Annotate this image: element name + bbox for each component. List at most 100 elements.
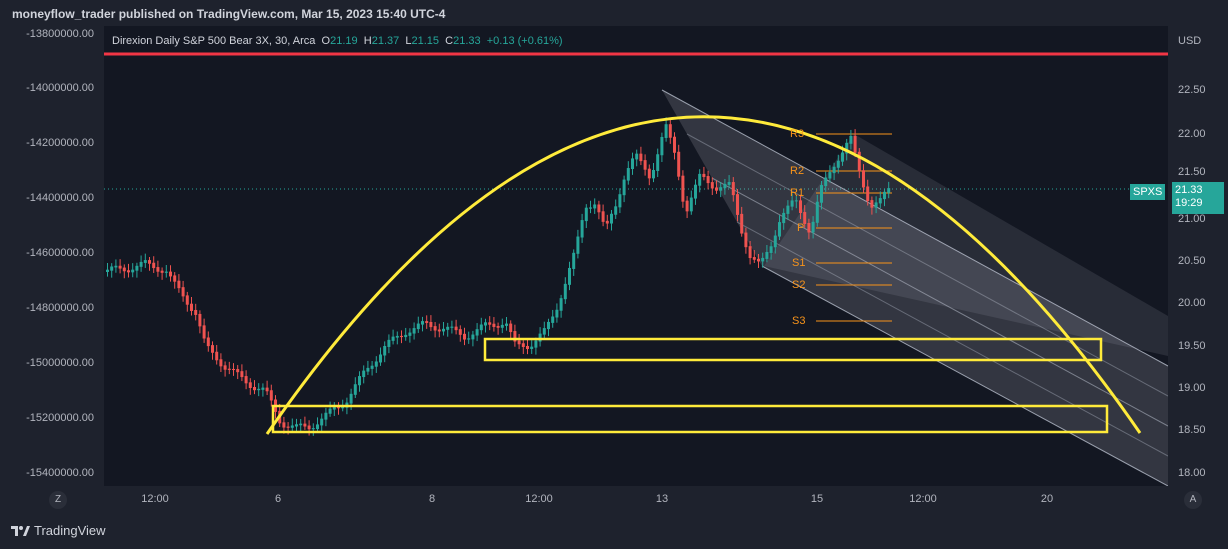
candle-body xyxy=(505,323,508,326)
candle-body xyxy=(303,423,307,427)
candle-body xyxy=(261,387,265,390)
candle-body xyxy=(496,325,500,328)
rectangle-drawing-upper xyxy=(483,337,1103,362)
candle-body xyxy=(530,346,534,349)
auto-scale-button[interactable]: A xyxy=(1184,491,1202,509)
candle-body xyxy=(887,188,891,193)
currency-label: USD xyxy=(1178,35,1202,47)
candle-body xyxy=(404,334,408,338)
candle-body xyxy=(668,124,672,138)
pivot-label-s1: S1 xyxy=(792,257,806,269)
time-axis-tick: 15 xyxy=(810,493,824,505)
candle-body xyxy=(467,338,471,340)
candle-body xyxy=(152,262,156,269)
candle-body xyxy=(425,321,429,323)
candle-body xyxy=(664,124,668,138)
candle-body xyxy=(538,333,542,342)
publisher-bar: moneyflow_trader published on TradingVie… xyxy=(0,0,1228,26)
right-axis-tick: 21.50 xyxy=(1178,166,1206,178)
candle-body xyxy=(874,202,878,208)
candle-body xyxy=(555,309,559,318)
candle-body xyxy=(307,425,311,430)
candle-body xyxy=(328,408,332,414)
left-axis-tick: -15200000.00 xyxy=(26,412,94,424)
candle-body xyxy=(614,206,618,215)
candle-body xyxy=(568,267,571,285)
low-value: 21.15 xyxy=(411,35,440,47)
right-axis-tick: 21.00 xyxy=(1178,213,1206,225)
candle-body xyxy=(248,382,252,388)
candle-body xyxy=(324,412,328,420)
candle-body xyxy=(883,191,886,200)
candle-body xyxy=(605,220,609,224)
candle-body xyxy=(866,186,870,202)
right-price-axis[interactable]: USD 22.50 22.00 21.50 21.00 20.50 20.00 … xyxy=(1168,26,1228,486)
candle-body xyxy=(635,153,639,160)
candle-body xyxy=(437,329,441,332)
candle-body xyxy=(622,179,626,196)
candle-body xyxy=(593,204,597,209)
candle-body xyxy=(681,175,685,202)
left-price-axis[interactable]: -13800000.00 -14000000.00 -14200000.00 -… xyxy=(0,26,104,486)
time-axis[interactable]: Z 12:00 6 8 12:00 13 15 12:00 20 A xyxy=(0,486,1228,514)
candle-body xyxy=(282,422,286,428)
timezone-button[interactable]: Z xyxy=(49,491,67,509)
candle-body xyxy=(118,265,122,269)
candle-body xyxy=(563,283,567,300)
candle-body xyxy=(433,326,437,331)
symbol-legend[interactable]: Direxion Daily S&P 500 Bear 3X, 30, Arca… xyxy=(112,35,563,47)
last-price-tag: 21.33 19:29 xyxy=(1172,182,1224,214)
candle-body xyxy=(845,142,849,154)
candle-body xyxy=(349,393,353,404)
candle-body xyxy=(631,158,634,170)
candle-body xyxy=(836,160,840,168)
candle-body xyxy=(719,187,723,191)
candle-body xyxy=(639,153,643,162)
candle-body xyxy=(610,213,613,224)
candle-body xyxy=(492,323,496,327)
candle-body xyxy=(227,368,231,370)
candle-body xyxy=(341,406,345,409)
candle-body xyxy=(677,151,681,177)
candle-body xyxy=(177,280,181,289)
left-axis-tick: -15000000.00 xyxy=(26,357,94,369)
candle-body xyxy=(215,351,219,361)
candle-body xyxy=(408,332,412,336)
arc-drawing xyxy=(265,115,1142,435)
candle-body xyxy=(660,136,664,156)
candle-body xyxy=(841,152,844,162)
pivot-label-s3: S3 xyxy=(792,315,806,327)
candle-body xyxy=(584,207,588,222)
tradingview-logo[interactable]: TradingView xyxy=(10,523,106,538)
candle-body xyxy=(135,265,139,271)
candle-body xyxy=(484,322,487,326)
candle-body xyxy=(643,160,647,170)
candle-body xyxy=(509,323,513,333)
candle-body xyxy=(542,328,546,335)
pivot-label-r1: R1 xyxy=(790,187,805,199)
candle-body xyxy=(702,173,706,178)
right-axis-tick: 22.00 xyxy=(1178,128,1206,140)
candle-body xyxy=(395,335,399,338)
candle-body xyxy=(715,187,718,191)
candle-body xyxy=(236,369,240,373)
candle-body xyxy=(185,295,189,305)
candle-body xyxy=(828,172,832,179)
candle-body xyxy=(475,329,479,336)
candlestick-series xyxy=(106,117,891,436)
candle-body xyxy=(807,222,811,233)
candle-body xyxy=(559,298,563,311)
tradingview-icon xyxy=(11,525,30,536)
time-axis-tick: 12:00 xyxy=(525,493,553,505)
right-axis-tick: 18.00 xyxy=(1178,467,1206,479)
candle-body xyxy=(517,340,521,345)
open-value: 21.19 xyxy=(330,35,358,47)
right-axis-tick: 20.00 xyxy=(1178,297,1206,309)
footer: TradingView xyxy=(0,514,1228,549)
candle-body xyxy=(173,275,177,282)
time-axis-tick: 12:00 xyxy=(909,493,937,505)
candle-body xyxy=(156,267,160,272)
chart-pane[interactable]: Direxion Daily S&P 500 Bear 3X, 30, Arca… xyxy=(104,26,1168,486)
candle-body xyxy=(652,169,655,179)
candle-body xyxy=(870,200,874,208)
